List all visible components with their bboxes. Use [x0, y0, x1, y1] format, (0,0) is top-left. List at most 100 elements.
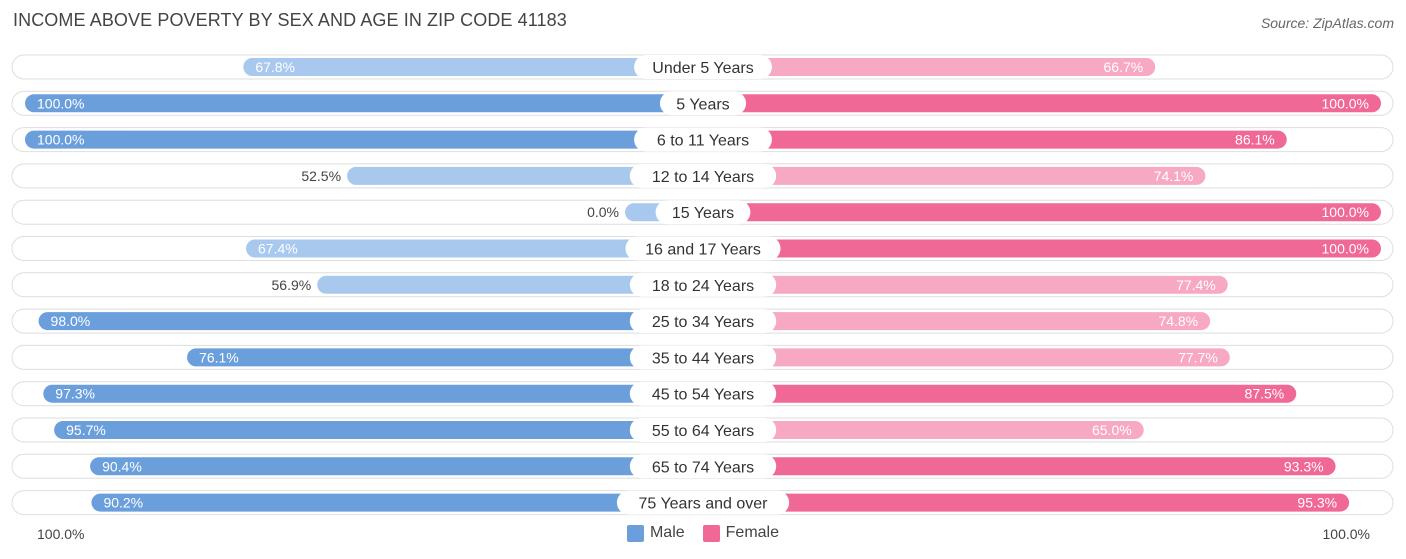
male-bar — [91, 493, 704, 512]
female-value-label: 77.4% — [1176, 277, 1216, 293]
female-bar — [703, 58, 1156, 76]
axis-left-label: 100.0% — [37, 526, 85, 542]
category-pill — [625, 236, 781, 261]
category-label: 45 to 54 Years — [652, 387, 754, 404]
male-value-label: 52.5% — [301, 168, 341, 184]
male-bar — [25, 94, 703, 113]
chart-row: 76.1% 77.7% 35 to 44 Years — [11, 344, 1394, 370]
female-value-label: 87.5% — [1245, 386, 1285, 402]
male-value-label: 90.2% — [103, 495, 143, 511]
male-value-label: 0.0% — [587, 204, 619, 220]
male-bar — [90, 457, 703, 476]
category-label: 18 to 24 Years — [652, 278, 754, 295]
male-bar — [38, 312, 704, 331]
female-bar — [703, 493, 1350, 512]
category-label: 5 Years — [676, 96, 729, 113]
category-pill — [629, 454, 777, 479]
male-bar — [43, 384, 703, 403]
chart-title: INCOME ABOVE POVERTY BY SEX AND AGE IN Z… — [13, 10, 567, 30]
male-bar — [246, 239, 703, 258]
male-value-label: 100.0% — [37, 95, 84, 111]
category-label: 55 to 64 Years — [652, 423, 754, 440]
legend-item-male: Male — [626, 524, 685, 542]
male-bar — [54, 421, 704, 439]
category-pill — [655, 200, 751, 225]
category-label: 25 to 34 Years — [652, 314, 754, 331]
category-label: 15 Years — [672, 205, 734, 222]
female-bar — [703, 348, 1230, 367]
chart-row: 67.4% 100.0% 16 and 17 Years — [11, 236, 1394, 261]
female-value-label: 74.1% — [1154, 168, 1194, 184]
male-value-label: 90.4% — [102, 458, 142, 474]
male-value-label: 56.9% — [272, 277, 312, 293]
category-label: 65 to 74 Years — [652, 459, 754, 476]
female-value-label: 86.1% — [1235, 132, 1275, 148]
category-label: 75 Years and over — [639, 496, 769, 513]
female-bar — [703, 94, 1381, 113]
female-value-label: 74.8% — [1158, 313, 1198, 329]
female-bar — [703, 275, 1228, 294]
female-value-label: 77.7% — [1178, 349, 1218, 365]
female-bar — [703, 130, 1287, 149]
category-pill — [629, 345, 777, 370]
female-value-label: 65.0% — [1092, 422, 1132, 438]
female-bar — [703, 384, 1297, 403]
chart-row: 98.0% 74.8% 25 to 34 Years — [11, 308, 1394, 334]
male-value-label: 67.4% — [258, 241, 298, 257]
female-bar — [703, 312, 1211, 331]
male-value-label: 95.7% — [66, 422, 106, 438]
legend-swatch-male — [626, 524, 644, 542]
category-pill — [629, 309, 777, 334]
female-bar — [703, 166, 1206, 185]
chart-row: 95.7% 65.0% 55 to 64 Years — [11, 417, 1394, 443]
male-value-label: 97.3% — [55, 386, 95, 402]
legend-label-male: Male — [649, 524, 685, 541]
category-pill — [616, 490, 790, 515]
female-value-label: 93.3% — [1284, 458, 1324, 474]
chart-row: 97.3% 87.5% 45 to 54 Years — [11, 381, 1394, 407]
female-bar — [703, 203, 1381, 222]
male-bar — [25, 130, 703, 149]
male-value-label: 98.0% — [51, 313, 91, 329]
chart-row: 52.5% 74.1% 12 to 14 Years — [11, 163, 1394, 189]
category-pill — [629, 381, 777, 406]
source-credit: Source: ZipAtlas.com — [1260, 15, 1394, 31]
category-pill — [659, 91, 747, 116]
legend-swatch-female — [702, 524, 720, 542]
male-bar — [243, 58, 704, 76]
male-value-label: 67.8% — [255, 59, 295, 75]
female-bar — [703, 421, 1144, 439]
chart-row: 67.8% 66.7% Under 5 Years — [11, 54, 1394, 80]
category-label: 16 and 17 Years — [645, 242, 761, 259]
female-value-label: 100.0% — [1322, 95, 1369, 111]
chart-row: 100.0% 86.1% 6 to 11 Years — [11, 127, 1394, 153]
male-value-label: 76.1% — [199, 349, 239, 365]
category-label: Under 5 Years — [652, 60, 753, 77]
male-bar — [347, 166, 703, 185]
male-bar — [187, 348, 704, 367]
female-value-label: 100.0% — [1322, 204, 1369, 220]
legend-item-female: Female — [702, 524, 780, 542]
category-pill — [629, 418, 777, 442]
chart-row: 56.9% 77.4% 18 to 24 Years — [11, 272, 1394, 298]
category-pill — [634, 127, 772, 152]
female-value-label: 95.3% — [1297, 495, 1337, 511]
chart-row: 90.4% 93.3% 65 to 74 Years — [11, 453, 1394, 479]
category-pill — [629, 272, 777, 297]
male-bar — [317, 275, 703, 294]
category-label: 35 to 44 Years — [652, 350, 754, 367]
legend-label-female: Female — [725, 524, 780, 541]
female-value-label: 100.0% — [1322, 241, 1369, 257]
male-value-label: 100.0% — [37, 132, 84, 148]
female-value-label: 66.7% — [1104, 59, 1144, 75]
female-bar — [703, 457, 1336, 476]
axis-right-label: 100.0% — [1322, 526, 1370, 542]
category-label: 12 to 14 Years — [652, 169, 754, 186]
chart-row: 90.2% 95.3% 75 Years and over — [11, 490, 1394, 516]
chart-area: 67.8% 66.7% Under 5 Years 100.0% 100.0% 5 Yea… — [11, 54, 1394, 516]
legend: Male Female — [0, 524, 1406, 542]
category-label: 6 to 11 Years — [657, 133, 749, 150]
category-pill — [634, 55, 772, 79]
category-pill — [629, 163, 777, 188]
chart-row: 100.0% 100.0% 5 Years — [11, 90, 1394, 116]
